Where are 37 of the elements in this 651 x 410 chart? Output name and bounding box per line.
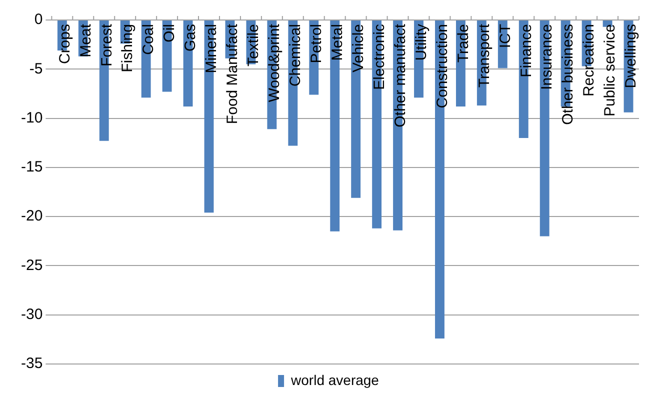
x-tick-label: Textile (245, 24, 262, 67)
x-tick-label: Fishing (119, 24, 136, 72)
x-tick-label: Petrol (308, 24, 326, 64)
y-tick-label: -30 (20, 306, 43, 323)
x-tick-label: Gas (182, 24, 200, 52)
x-tick-label: ICT (496, 24, 514, 48)
x-tick-label: Chemical (287, 24, 304, 87)
x-tick-label: Electronic (370, 24, 388, 90)
y-tick-label: -5 (29, 60, 43, 78)
x-tick-label: Metal (328, 24, 346, 61)
x-tick-label: Dwellings (622, 24, 640, 88)
x-tick-label: Utility (412, 24, 430, 61)
x-tick-label: Mineral (203, 24, 220, 74)
x-tick-label: Food Manufact (224, 23, 242, 124)
x-tick-label: Oil (161, 24, 178, 42)
y-tick-label: -35 (20, 355, 43, 372)
x-tick-label: Other business (560, 24, 577, 125)
x-tick-label: Forest (98, 23, 116, 67)
y-tick-label: -25 (20, 256, 43, 274)
x-tick-label: Crops (56, 24, 74, 64)
y-tick-label: -20 (20, 208, 43, 225)
x-tick-label: Insurance (538, 24, 556, 90)
x-tick-label: Recreation (580, 24, 598, 97)
x-tick-label: Finance (518, 24, 535, 78)
x-tick-label: Transport (476, 23, 493, 88)
x-tick-label: Meat (77, 23, 94, 58)
y-tick-label: -15 (20, 158, 43, 176)
x-tick-label: Public service (602, 24, 619, 117)
x-tick-label: Trade (454, 24, 472, 63)
x-tick-label: Vehicle (350, 24, 367, 72)
x-tick-label: Other manufact (392, 23, 409, 128)
x-tick-label: Coal (140, 24, 158, 55)
x-tick-label: Wood&print (266, 23, 284, 102)
legend-label: world average (290, 372, 380, 388)
x-tick-label: Construction (434, 24, 451, 108)
y-tick-label: 0 (34, 11, 43, 28)
y-tick-label: -10 (20, 109, 43, 126)
